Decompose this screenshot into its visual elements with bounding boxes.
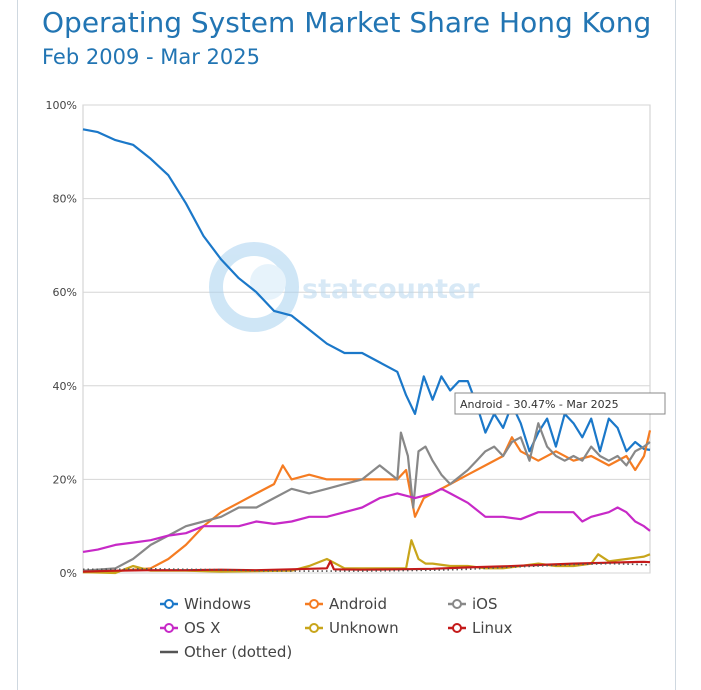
tooltip: Android - 30.47% - Mar 2025 [454, 392, 666, 415]
legend-item-other-dotted[interactable]: Other (dotted) [160, 643, 292, 661]
plot-area [82, 104, 651, 574]
legend-circle-icon [160, 623, 178, 633]
legend-label: OS X [184, 619, 221, 637]
statcounter-watermark: statcounter [209, 242, 480, 332]
y-tick-label: 0% [60, 567, 77, 580]
series-line-windows [82, 128, 651, 453]
legend-circle-icon [305, 623, 323, 633]
legend-circle-icon [160, 599, 178, 609]
legend-label: Windows [184, 595, 251, 613]
series-line-android [82, 430, 652, 574]
watermark-text: statcounter [302, 274, 480, 305]
legend-circle-icon [448, 623, 466, 633]
y-tick-label: 60% [53, 286, 77, 299]
y-tick-label: 80% [53, 193, 77, 206]
legend-item-linux[interactable]: Linux [448, 619, 512, 637]
legend-label: iOS [472, 595, 498, 613]
tooltip-text: Android - 30.47% - Mar 2025 [460, 398, 619, 411]
legend-label: Unknown [329, 619, 399, 637]
chart-title: Operating System Market Share Hong Kong [42, 6, 652, 39]
series-line-os-x [82, 487, 651, 553]
watermark-logo-inner [250, 264, 286, 300]
legend-item-os-x[interactable]: OS X [160, 619, 220, 637]
legend-item-android[interactable]: Android [305, 595, 387, 613]
y-tick-label: 100% [46, 99, 77, 112]
tooltip-box [454, 392, 666, 415]
legend-label: Android [329, 595, 387, 613]
y-tick-label: 20% [53, 473, 77, 486]
watermark-logo-icon [209, 242, 299, 332]
legend-circle-icon [448, 599, 466, 609]
series-line-unknown [82, 539, 651, 575]
series-line-ios [82, 422, 651, 572]
legend-item-unknown[interactable]: Unknown [305, 619, 399, 637]
chart-subtitle: Feb 2009 - Mar 2025 [42, 45, 260, 69]
y-tick-label: 40% [53, 380, 77, 393]
chart-frame [17, 0, 676, 690]
legend-line-icon [160, 650, 178, 654]
legend-item-ios[interactable]: iOS [448, 595, 498, 613]
legend-label: Other (dotted) [184, 643, 293, 661]
legend-label: Linux [472, 619, 513, 637]
legend-item-windows[interactable]: Windows [160, 595, 251, 613]
legend-circle-icon [305, 599, 323, 609]
